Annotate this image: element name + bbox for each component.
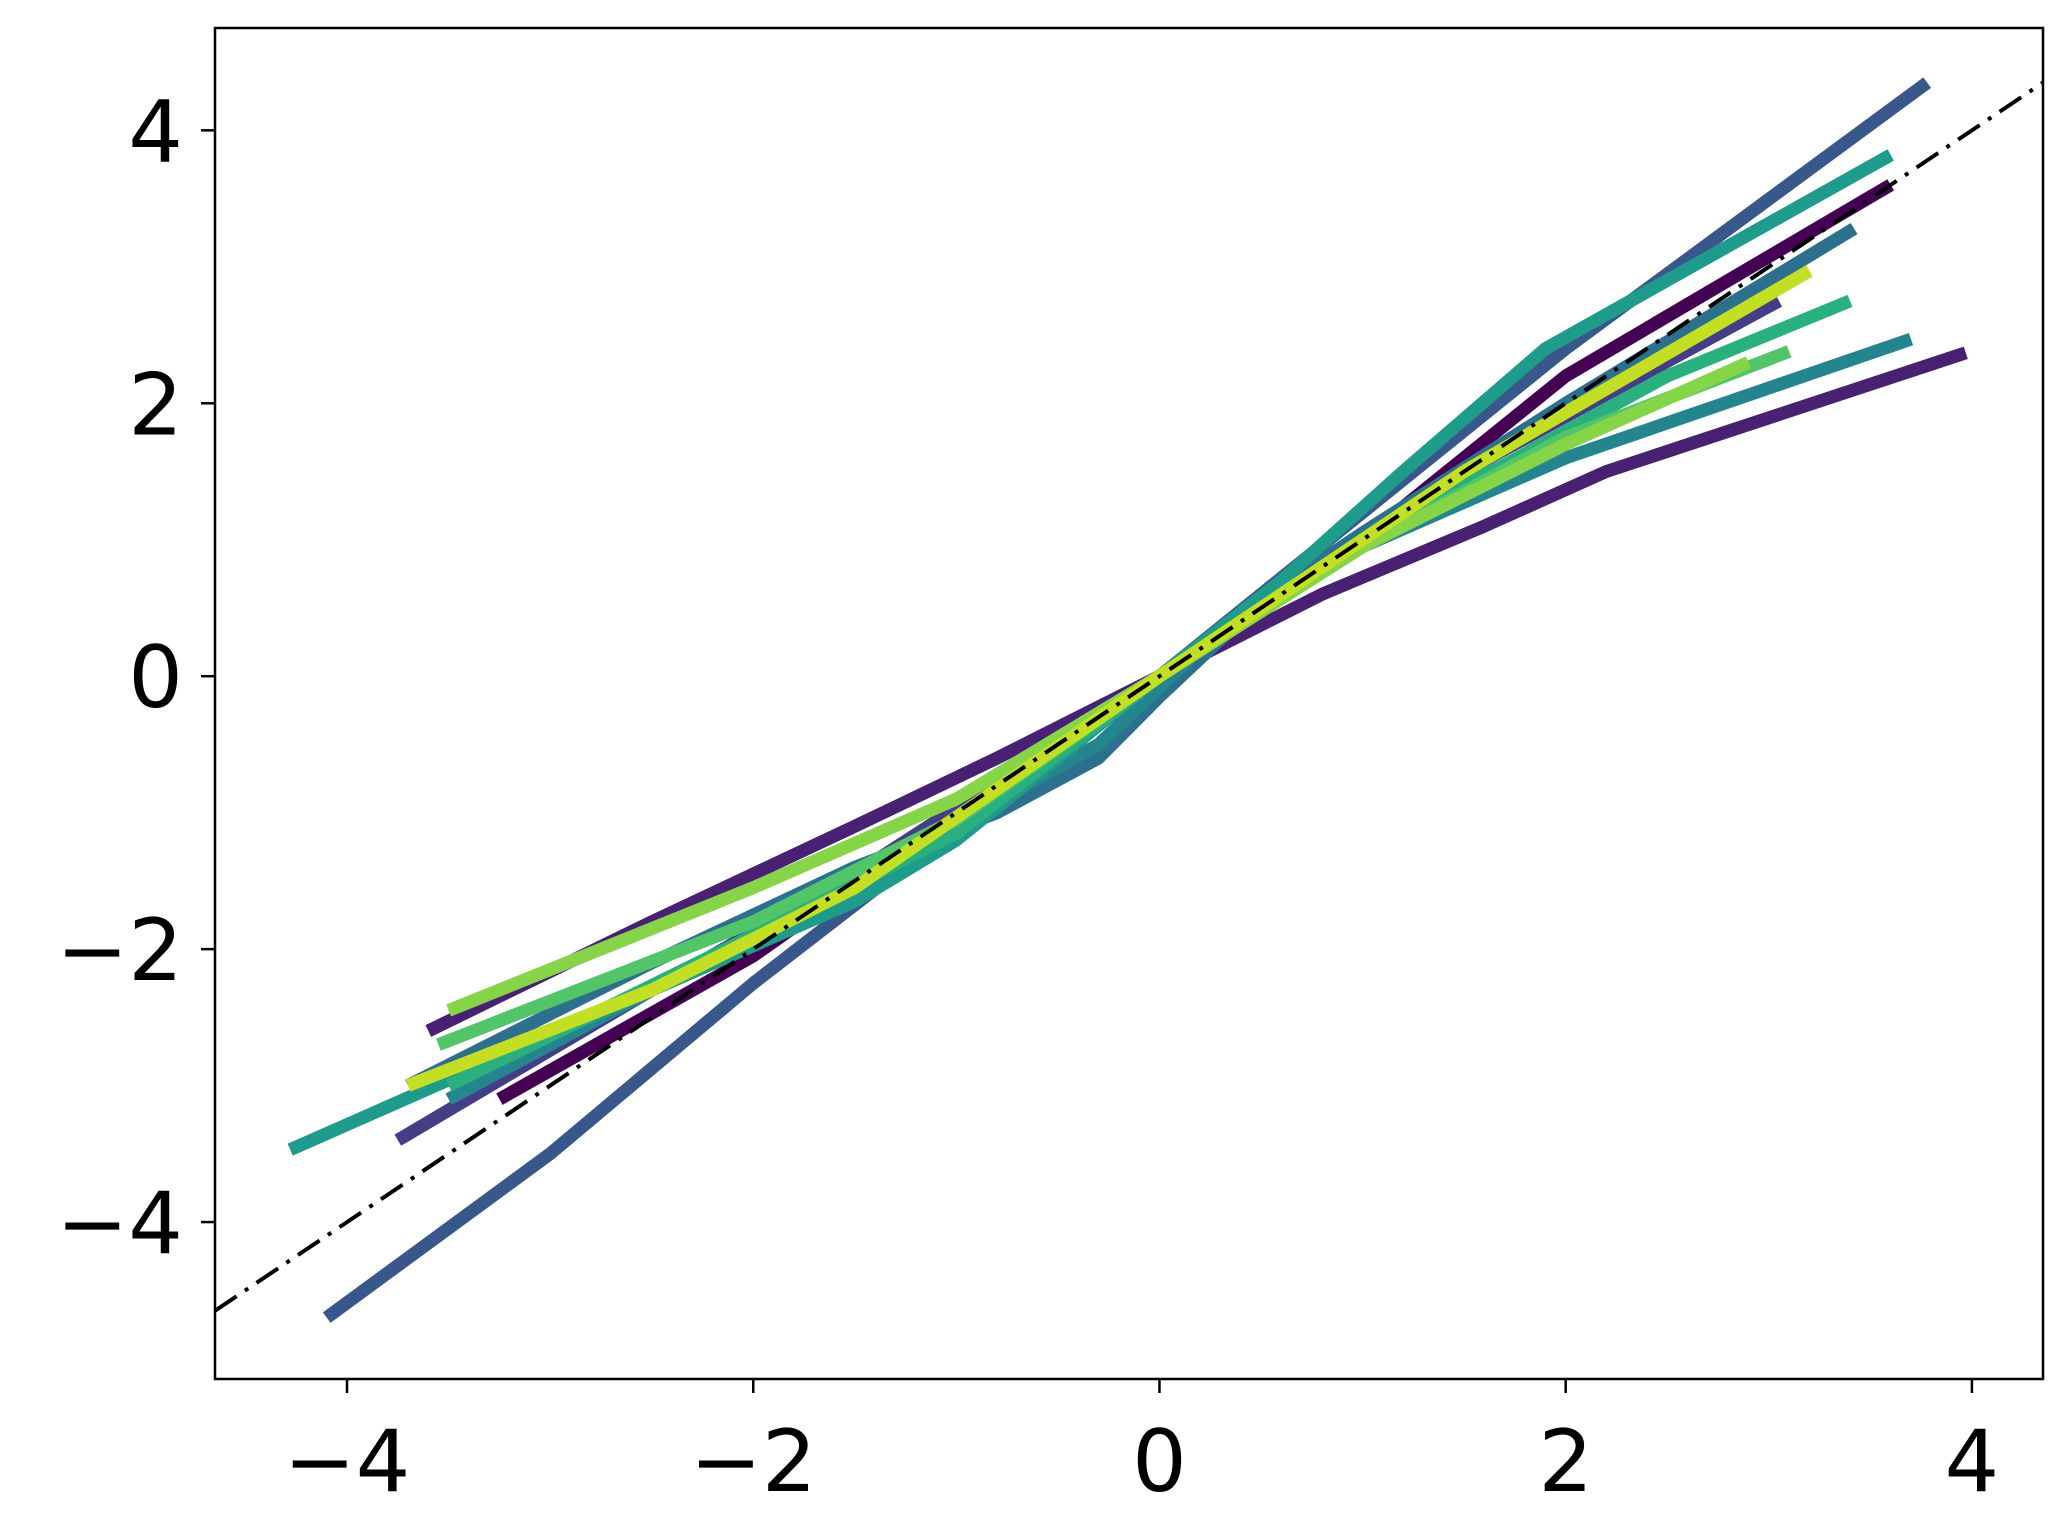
- y-tick-label: 4: [128, 82, 183, 182]
- y-tick-label: −2: [56, 901, 183, 1001]
- x-tick-label: 2: [1538, 1412, 1593, 1512]
- x-tick-label: 0: [1132, 1412, 1187, 1512]
- reference-line: [215, 80, 2043, 1313]
- plot-frame: [213, 26, 2045, 1381]
- y-tick-label: −4: [56, 1174, 183, 1274]
- series-line-11: [405, 265, 1813, 1092]
- x-tick-label: −4: [284, 1412, 411, 1512]
- y-axis: −4 −2 0 2 4: [56, 82, 215, 1274]
- y-tick-label: 2: [128, 355, 183, 455]
- x-axis: −4 −2 0 2 4: [284, 1379, 2000, 1512]
- x-tick-label: −2: [690, 1412, 817, 1512]
- reference-line-layer: [215, 80, 2043, 1313]
- y-tick-label: 0: [128, 628, 183, 728]
- x-tick-label: 4: [1945, 1412, 2000, 1512]
